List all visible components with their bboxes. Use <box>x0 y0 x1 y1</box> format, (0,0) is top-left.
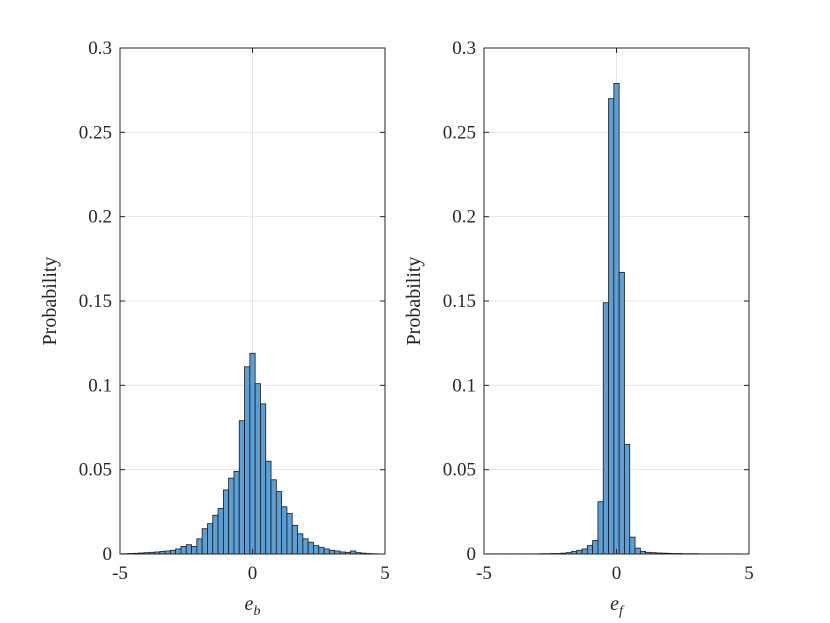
histogram-bar <box>629 536 636 555</box>
y-tick-label: 0.3 <box>88 38 112 59</box>
x-tick-label: 0 <box>248 563 258 584</box>
x-axis-label-main: e <box>610 593 619 615</box>
x-tick-label: 5 <box>744 563 754 584</box>
histogram-bar <box>307 541 314 555</box>
y-tick-label: 0.2 <box>452 207 476 228</box>
histogram-bar <box>175 548 182 555</box>
x-tick-label: -5 <box>476 563 492 584</box>
histogram-bar <box>297 533 304 555</box>
x-axis-label-main: e <box>245 593 254 615</box>
x-tick-label: 0 <box>612 563 622 584</box>
histogram-bar <box>244 366 251 555</box>
histogram-bar <box>328 549 336 555</box>
y-tick-label: 0.25 <box>443 122 476 143</box>
histogram-bar <box>602 302 609 555</box>
histogram-bar <box>634 547 641 555</box>
y-tick-label: 0.3 <box>452 38 476 59</box>
histogram-bar <box>618 271 625 555</box>
histogram-bar <box>275 491 283 555</box>
histogram-bar <box>302 538 309 555</box>
histogram-bar <box>318 546 325 555</box>
histogram-bar <box>249 352 256 555</box>
x-axis-label: ef <box>610 593 625 619</box>
y-tick-label: 0.05 <box>79 460 112 481</box>
y-tick-label: 0.15 <box>443 291 476 312</box>
histogram-bar <box>581 548 588 555</box>
histogram-bar <box>313 545 320 555</box>
histogram-bar <box>196 538 203 555</box>
y-tick-label: 0.25 <box>79 122 112 143</box>
y-axis-label: Probability <box>39 257 61 346</box>
histogram-bar <box>222 489 230 555</box>
histogram-bar <box>233 470 240 555</box>
y-axis-label: Probability <box>403 257 425 346</box>
histogram-bar <box>323 548 330 555</box>
histogram-bar <box>624 443 631 555</box>
y-tick-label: 0 <box>103 544 113 565</box>
histogram-bar <box>212 514 219 555</box>
histogram-bar <box>286 513 293 555</box>
histogram-bar <box>228 477 235 555</box>
histogram-bar <box>180 546 187 555</box>
histogram-bar <box>260 403 267 555</box>
histogram-bar <box>281 506 288 555</box>
histogram-bar <box>265 460 272 555</box>
histogram-bar <box>254 383 261 555</box>
y-tick-label: 0.15 <box>79 291 112 312</box>
histogram-bar <box>608 98 615 555</box>
histogram-bar <box>597 501 604 555</box>
y-tick-label: 0.1 <box>452 375 476 396</box>
x-axis-label-subscript: f <box>619 604 625 619</box>
y-tick-label: 0.1 <box>88 375 112 396</box>
histogram-bar <box>586 545 594 555</box>
y-tick-label: 0.05 <box>443 460 476 481</box>
histogram-bar <box>169 549 177 555</box>
histogram-bar <box>217 508 224 555</box>
histogram-bar <box>613 83 620 555</box>
x-axis-label: eb <box>245 593 261 619</box>
histogram-bar <box>291 524 298 555</box>
x-axis-label-subscript: b <box>253 604 260 619</box>
histogram-bar <box>201 528 208 555</box>
histogram-bar <box>185 544 192 555</box>
y-tick-label: 0.2 <box>88 207 112 228</box>
histogram-bar <box>191 546 198 555</box>
x-tick-label: -5 <box>112 563 128 584</box>
y-tick-label: 0 <box>467 544 477 565</box>
x-tick-label: 5 <box>380 563 390 584</box>
histogram-bar <box>592 540 599 555</box>
histogram-bar <box>270 479 277 555</box>
histogram-bar <box>576 549 583 555</box>
histogram-bar <box>238 420 245 555</box>
histogram-bar <box>207 523 214 555</box>
